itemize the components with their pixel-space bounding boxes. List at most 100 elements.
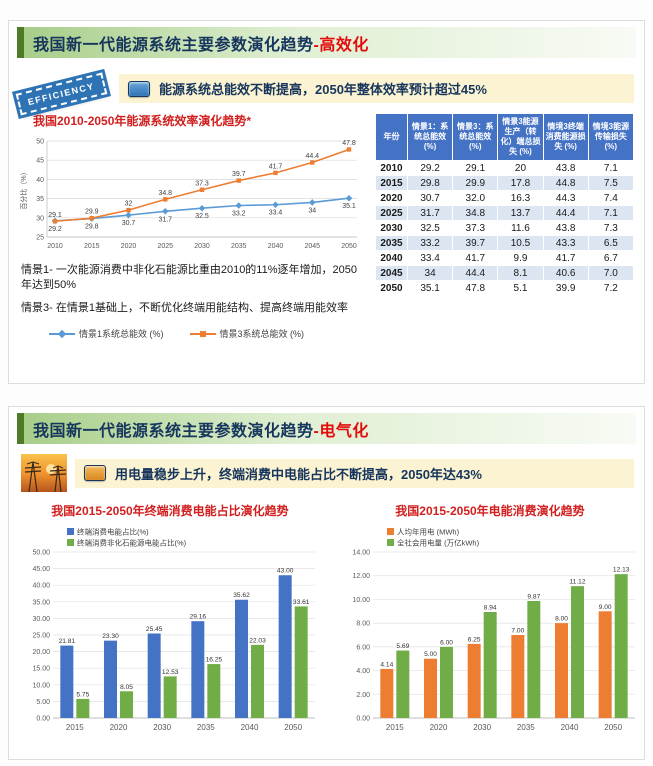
svg-text:25.00: 25.00	[32, 633, 50, 640]
efficiency-table: 年份 情景1：系统总能效 (%) 情景3：系统总能效 (%) 情景3能源生产（转化）端…	[375, 113, 635, 296]
svg-text:6.00: 6.00	[440, 639, 453, 646]
svg-text:2035: 2035	[197, 723, 215, 732]
table-cell: 43.3	[542, 235, 589, 251]
svg-text:29.8: 29.8	[85, 224, 99, 231]
svg-text:终端消费电能占比(%): 终端消费电能占比(%)	[77, 527, 149, 537]
scenario3-line-swatch	[189, 329, 216, 338]
table-cell: 13.7	[497, 205, 544, 221]
table-cell: 10.5	[497, 235, 544, 251]
table-row: 2025 31.7 34.8 13.7 44.4 7.1	[375, 205, 635, 221]
svg-text:2015: 2015	[66, 723, 84, 732]
svg-text:2035: 2035	[231, 243, 247, 250]
svg-text:2015: 2015	[386, 723, 404, 732]
svg-text:2040: 2040	[268, 243, 284, 250]
table-row: 2035 33.2 39.7 10.5 43.3 6.5	[375, 235, 635, 251]
table-cell: 39.7	[452, 235, 499, 251]
slide1-banner-text: 能源系统总能效不断提高，2050年整体效率预计超过45%	[159, 82, 487, 97]
table-cell: 8.1	[497, 265, 544, 281]
table-row: 2020 30.7 32.0 16.3 44.3 7.4	[375, 190, 635, 206]
svg-text:0.00: 0.00	[36, 716, 50, 723]
svg-text:39.7: 39.7	[232, 171, 246, 178]
svg-text:百分比（%）: 百分比（%）	[19, 168, 28, 209]
table-cell: 6.5	[587, 235, 635, 251]
svg-text:10.00: 10.00	[32, 682, 50, 689]
svg-text:2030: 2030	[153, 723, 171, 732]
svg-text:30.00: 30.00	[32, 616, 50, 623]
svg-text:50: 50	[36, 139, 44, 146]
svg-text:32.5: 32.5	[195, 213, 209, 220]
power-lines-photo	[21, 454, 67, 492]
svg-text:2.00: 2.00	[356, 692, 370, 699]
legend-item-scenario1: 情景1系统总能效 (%)	[49, 327, 164, 340]
table-cell: 44.4	[542, 205, 589, 221]
table-cell: 2040	[375, 250, 408, 266]
svg-text:35.00: 35.00	[32, 599, 50, 606]
svg-text:35.1: 35.1	[342, 203, 356, 210]
table-cell: 29.1	[452, 160, 499, 176]
orange-chip-icon	[84, 465, 106, 481]
table-row: 2030 32.5 37.3 11.6 43.8 7.3	[375, 220, 635, 236]
svg-text:7.00: 7.00	[511, 628, 524, 635]
svg-text:12.00: 12.00	[352, 573, 370, 580]
svg-text:8.00: 8.00	[356, 621, 370, 628]
legend-item-scenario3: 情景3系统总能效 (%)	[189, 327, 304, 340]
header-accent	[17, 27, 24, 58]
svg-text:44.4: 44.4	[305, 153, 319, 160]
table-cell: 43.8	[542, 160, 589, 176]
table-cell: 44.8	[542, 175, 589, 191]
svg-text:33.2: 33.2	[232, 211, 246, 218]
slide2-title-main: 我国新一代能源系统主要参数演化趋势	[33, 422, 314, 440]
table-cell: 2035	[375, 235, 408, 251]
svg-text:2050: 2050	[284, 723, 302, 732]
table-cell: 2010	[375, 160, 408, 176]
slide-efficiency: 我国新一代能源系统主要参数演化趋势-高效化 EFFICIENCY 能源系统总能效…	[8, 20, 645, 384]
table-cell: 33.2	[406, 235, 454, 251]
svg-text:0.00: 0.00	[356, 716, 370, 723]
svg-text:29.1: 29.1	[48, 212, 62, 219]
svg-text:20.00: 20.00	[32, 649, 50, 656]
table-header-cell: 情境3终端消费能源损失 (%)	[542, 113, 589, 161]
svg-text:2050: 2050	[341, 243, 357, 250]
svg-text:2020: 2020	[121, 243, 137, 250]
svg-text:5.00: 5.00	[424, 651, 437, 658]
svg-text:50.00: 50.00	[32, 550, 50, 557]
slide1-title-suffix: -高效化	[313, 36, 369, 54]
table-cell: 29.8	[406, 175, 454, 191]
efficiency-line-chart: 25 30 35 40 45 50 2010 2015 2020 2025 2030 2035 2040…	[19, 139, 357, 250]
svg-text:2050: 2050	[604, 723, 622, 732]
slide1-content: 我国2010-2050年能源系统效率演化趋势* 25 30 35 40 45 50 2010…	[9, 103, 644, 340]
svg-text:2040: 2040	[241, 723, 259, 732]
legend-label-scenario1: 情景1系统总能效 (%)	[79, 329, 164, 340]
svg-text:34.8: 34.8	[158, 190, 172, 197]
slide2-banner: 用电量稳步上升，终端消费中电能占比不断提高，2050年达43%	[75, 458, 634, 488]
slide2-title: 我国新一代能源系统主要参数演化趋势-电气化	[33, 417, 369, 441]
header-accent	[17, 413, 24, 444]
svg-text:8.00: 8.00	[555, 616, 568, 623]
table-header-cell: 情景1：系统总能效 (%)	[406, 113, 454, 161]
table-cell: 7.4	[587, 190, 635, 206]
svg-text:40.00: 40.00	[32, 583, 50, 590]
svg-text:2030: 2030	[194, 243, 210, 250]
svg-text:全社会用电量 (万亿kWh): 全社会用电量 (万亿kWh)	[397, 538, 480, 548]
table-cell: 29.9	[452, 175, 499, 191]
electricity-consumption-panel: 我国2015-2050年电能消费演化趋势 0.00 2.00 4.00 6.00 8.0…	[341, 502, 639, 739]
table-row: 2010 29.2 29.1 20 43.8 7.1	[375, 160, 635, 176]
table-cell: 30.7	[406, 190, 454, 206]
table-cell: 35.1	[406, 280, 454, 296]
svg-text:37.3: 37.3	[195, 180, 209, 187]
svg-text:31.7: 31.7	[158, 216, 172, 223]
svg-text:8.94: 8.94	[484, 604, 497, 611]
svg-text:2015: 2015	[84, 243, 100, 250]
svg-text:21.81: 21.81	[59, 638, 76, 645]
electricity-consumption-chart-title: 我国2015-2050年电能消费演化趋势	[395, 504, 585, 518]
table-cell: 44.3	[542, 190, 589, 206]
table-cell: 47.8	[452, 280, 499, 296]
table-cell: 7.1	[587, 160, 635, 176]
line-chart-legend: 情景1系统总能效 (%) 情景3系统总能效 (%)	[49, 327, 367, 340]
svg-text:2035: 2035	[517, 723, 535, 732]
table-cell: 7.5	[587, 175, 635, 191]
svg-text:5.69: 5.69	[396, 643, 409, 650]
svg-text:30: 30	[36, 215, 44, 222]
svg-text:2025: 2025	[157, 243, 173, 250]
table-cell: 43.8	[542, 220, 589, 236]
